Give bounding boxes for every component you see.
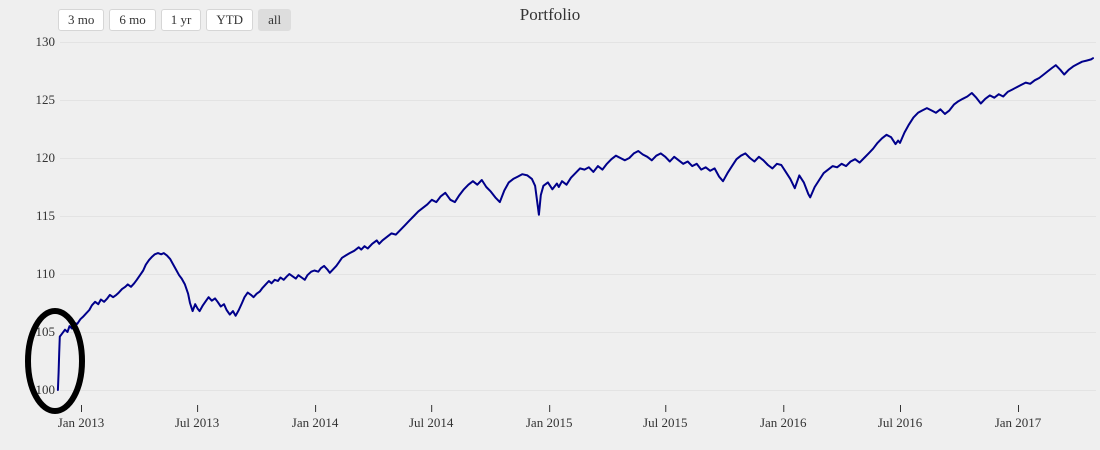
y-axis-label: 120 — [36, 150, 56, 165]
range-button-3-mo[interactable]: 3 mo — [58, 9, 105, 31]
x-axis-label: Jul 2016 — [878, 415, 923, 430]
range-button-6-mo[interactable]: 6 mo — [109, 9, 156, 31]
range-button-all[interactable]: all — [258, 9, 292, 31]
x-axis-label: Jul 2014 — [409, 415, 454, 430]
x-axis-label: Jan 2013 — [58, 415, 105, 430]
range-button-1-yr[interactable]: 1 yr — [160, 9, 202, 31]
x-axis-label: Jan 2017 — [995, 415, 1042, 430]
x-axis-label: Jan 2015 — [526, 415, 573, 430]
x-axis-label: Jul 2015 — [643, 415, 687, 430]
range-button-ytd[interactable]: YTD — [206, 9, 254, 31]
y-axis-label: 125 — [36, 92, 56, 107]
x-axis-label: Jan 2014 — [292, 415, 339, 430]
portfolio-series-line — [56, 57, 1094, 391]
highlight-ellipse-annotation — [25, 308, 85, 414]
x-axis-label: Jul 2013 — [175, 415, 219, 430]
range-selector: 3 mo 6 mo 1 yr YTD all — [58, 9, 292, 31]
y-axis-label: 105 — [36, 324, 56, 339]
y-axis-label: 100 — [36, 382, 56, 397]
x-axis-label: Jan 2016 — [760, 415, 807, 430]
y-axis-label: 110 — [36, 266, 55, 281]
y-axis-label: 130 — [36, 34, 56, 49]
y-axis-label: 115 — [36, 208, 55, 223]
